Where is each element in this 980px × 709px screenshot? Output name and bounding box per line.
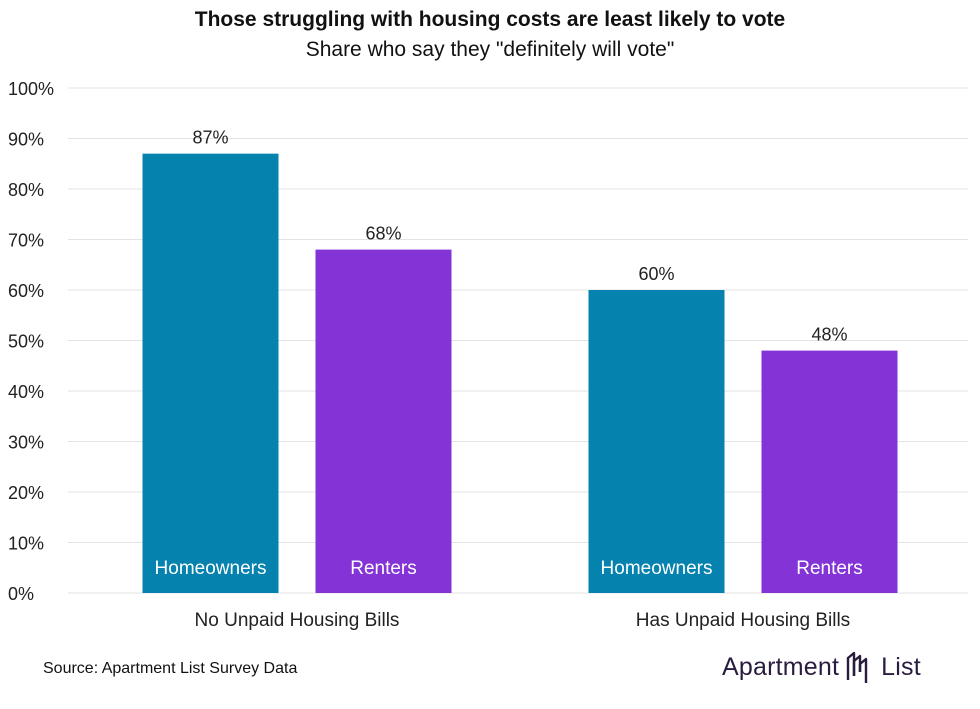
bar-renters-2 <box>761 350 898 593</box>
y-tick-label-60: 60% <box>8 281 44 301</box>
y-tick-label-30: 30% <box>8 433 44 453</box>
x-tick-label-1: No Unpaid Housing Bills <box>195 610 400 631</box>
chart-subtitle: Share who say they "definitely will vote… <box>305 38 675 61</box>
y-tick-label-70: 70% <box>8 231 44 251</box>
logo-word-list: List <box>881 652 921 681</box>
data-label-renters-1: 68% <box>365 224 401 244</box>
bar-renters-1 <box>315 249 452 593</box>
x-tick-label-2: Has Unpaid Housing Bills <box>636 610 850 631</box>
bar-homeowners-2 <box>588 290 725 593</box>
y-tick-label-50: 50% <box>8 332 44 352</box>
y-tick-label-100: 100% <box>8 79 54 99</box>
source-note: Source: Apartment List Survey Data <box>43 660 298 677</box>
y-tick-label-0: 0% <box>8 584 34 604</box>
bar-chart: 0% 10% 20% 30% 40% 50% 60% 70% 80% 90% 100% 87% Home… <box>8 79 968 631</box>
data-label-homeowners-2: 60% <box>638 264 674 284</box>
bar-series-label-homeowners-1: Homeowners <box>155 558 267 579</box>
y-tick-label-40: 40% <box>8 382 44 402</box>
apartment-list-logo: Apartment List <box>722 650 921 684</box>
chart-title: Those struggling with housing costs are … <box>194 8 786 31</box>
y-tick-label-80: 80% <box>8 180 44 200</box>
data-label-renters-2: 48% <box>811 325 847 345</box>
bar-series-label-renters-2: Renters <box>796 558 863 579</box>
bar-series-label-renters-1: Renters <box>350 558 417 579</box>
building-icon <box>846 651 868 683</box>
bar-series-label-homeowners-2: Homeowners <box>601 558 713 579</box>
y-tick-label-10: 10% <box>8 534 44 554</box>
data-label-homeowners-1: 87% <box>192 128 228 148</box>
bar-homeowners-1 <box>142 153 279 593</box>
logo-word-apartment: Apartment <box>722 652 840 681</box>
y-tick-label-90: 90% <box>8 130 44 150</box>
y-tick-label-20: 20% <box>8 483 44 503</box>
